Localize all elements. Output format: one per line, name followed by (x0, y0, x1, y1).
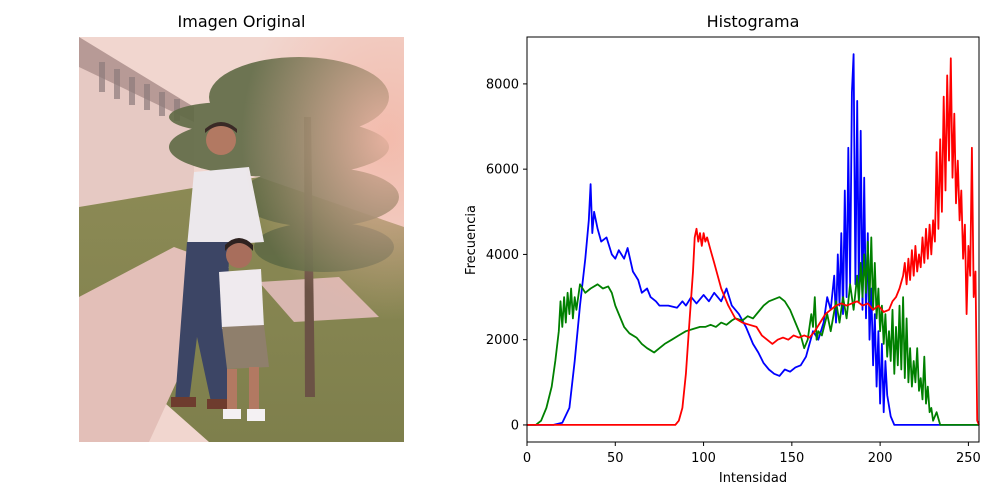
series-line-2 (527, 57, 980, 426)
y-tick-label: 2000 (486, 333, 519, 348)
y-axis-label: Frecuencia (464, 205, 479, 275)
x-tick-label: 0 (523, 451, 531, 466)
x-tick-label: 200 (868, 451, 893, 466)
chart-title: Histograma (706, 12, 800, 31)
y-tick-label: 0 (511, 418, 519, 433)
x-tick-label: 150 (779, 451, 804, 466)
x-tick-label: 100 (691, 451, 716, 466)
y-axis: 0 2000 4000 6000 8000 (486, 77, 527, 433)
series-line-1 (527, 236, 979, 426)
x-axis-label: Intensidad (719, 471, 787, 486)
y-tick-label: 8000 (486, 77, 519, 92)
x-axis: 0 50 100 150 200 250 (523, 442, 981, 466)
series-layer (527, 53, 980, 426)
series-line-0 (527, 53, 979, 426)
y-tick-label: 4000 (486, 248, 519, 263)
plot-frame (526, 36, 980, 443)
y-tick-label: 6000 (486, 163, 519, 178)
original-photo (79, 37, 404, 442)
photo-panel-title: Imagen Original (177, 12, 306, 31)
x-tick-label: 50 (607, 451, 624, 466)
x-tick-label: 250 (956, 451, 981, 466)
